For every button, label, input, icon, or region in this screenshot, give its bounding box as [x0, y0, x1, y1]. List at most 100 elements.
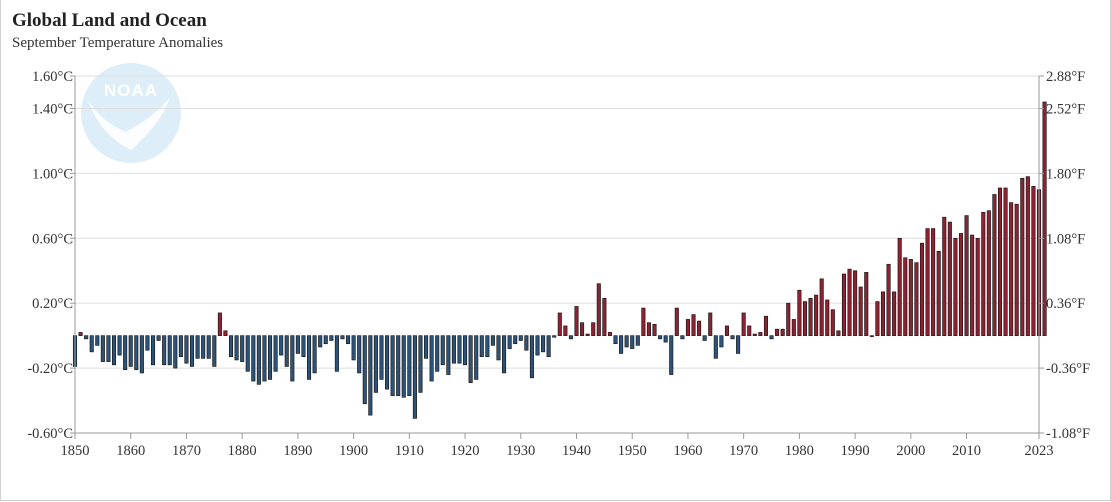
bar-1934[interactable] — [541, 335, 546, 353]
bar-1852[interactable] — [84, 335, 89, 340]
bar-1936[interactable] — [552, 335, 557, 338]
bar-1979[interactable] — [791, 319, 796, 336]
bar-1859[interactable] — [123, 335, 128, 371]
bar-1962[interactable] — [697, 320, 702, 336]
bar-1860[interactable] — [128, 335, 133, 367]
bar-1858[interactable] — [117, 335, 122, 356]
bar-1867[interactable] — [167, 335, 172, 366]
bar-1878[interactable] — [228, 335, 234, 358]
bar-2006[interactable] — [942, 216, 947, 336]
bar-1994[interactable] — [875, 301, 880, 336]
bar-1888[interactable] — [284, 335, 289, 367]
bar-1932[interactable] — [529, 335, 534, 379]
bar-1990[interactable] — [853, 270, 858, 336]
bar-1862[interactable] — [139, 335, 144, 374]
bar-1955[interactable] — [658, 335, 663, 340]
bar-1992[interactable] — [864, 272, 869, 336]
bar-1882[interactable] — [251, 335, 256, 382]
bar-1951[interactable] — [635, 335, 640, 346]
bar-1889[interactable] — [290, 335, 295, 382]
bar-1971[interactable] — [747, 325, 752, 336]
bar-1923[interactable] — [479, 335, 484, 358]
bar-2022[interactable] — [1031, 186, 1036, 336]
bar-2018[interactable] — [1009, 202, 1014, 336]
bar-1931[interactable] — [524, 335, 529, 351]
bar-1968[interactable] — [730, 335, 735, 340]
bar-2021[interactable] — [1025, 176, 1030, 336]
bar-1952[interactable] — [641, 307, 646, 336]
bar-1863[interactable] — [145, 335, 150, 351]
bar-1937[interactable] — [557, 312, 562, 336]
bar-1993[interactable] — [869, 335, 874, 337]
bar-1935[interactable] — [546, 335, 551, 358]
bar-1921[interactable] — [468, 335, 473, 383]
bar-1910[interactable] — [407, 335, 412, 396]
bar-2000[interactable] — [908, 259, 913, 336]
bar-1891[interactable] — [301, 335, 306, 358]
bar-1898[interactable] — [340, 335, 345, 340]
bar-1912[interactable] — [418, 335, 423, 393]
bar-1901[interactable] — [357, 335, 362, 374]
bar-2024[interactable] — [1042, 101, 1047, 336]
bar-2005[interactable] — [936, 250, 941, 336]
bar-1944[interactable] — [596, 283, 601, 336]
bar-1905[interactable] — [379, 335, 384, 380]
bar-1960[interactable] — [685, 319, 690, 336]
bar-1959[interactable] — [680, 335, 685, 340]
bar-2016[interactable] — [997, 187, 1003, 336]
bar-2001[interactable] — [914, 262, 919, 336]
bar-1870[interactable] — [184, 335, 189, 364]
bar-1914[interactable] — [429, 335, 434, 382]
bar-1903[interactable] — [368, 335, 373, 416]
bar-1948[interactable] — [619, 335, 624, 354]
bar-1895[interactable] — [323, 335, 328, 345]
bar-2017[interactable] — [1003, 187, 1008, 336]
bar-1920[interactable] — [463, 335, 468, 366]
bar-1973[interactable] — [758, 332, 763, 336]
bar-1871[interactable] — [189, 335, 195, 367]
bar-1883[interactable] — [256, 335, 261, 385]
bar-1857[interactable] — [111, 335, 117, 366]
bar-1991[interactable] — [858, 286, 863, 336]
bar-1970[interactable] — [741, 312, 746, 336]
bar-1965[interactable] — [713, 335, 718, 359]
bar-1869[interactable] — [178, 335, 183, 358]
bar-1942[interactable] — [585, 333, 590, 336]
bar-1976[interactable] — [775, 328, 780, 336]
bar-1963[interactable] — [702, 335, 707, 341]
bar-1909[interactable] — [401, 335, 406, 398]
bar-1980[interactable] — [797, 289, 802, 336]
bar-1928[interactable] — [507, 335, 512, 349]
bar-1854[interactable] — [95, 335, 100, 346]
bar-1956[interactable] — [663, 335, 668, 343]
bar-1897[interactable] — [334, 335, 339, 372]
bar-1997[interactable] — [892, 291, 897, 336]
bar-1961[interactable] — [691, 314, 696, 336]
bar-1877[interactable] — [223, 330, 228, 336]
bar-1896[interactable] — [329, 335, 334, 341]
bar-1986[interactable] — [830, 309, 835, 336]
bar-1940[interactable] — [574, 306, 579, 336]
bar-1998[interactable] — [897, 237, 902, 336]
bar-1894[interactable] — [318, 335, 323, 348]
bar-2002[interactable] — [919, 242, 925, 336]
bar-1987[interactable] — [836, 330, 841, 336]
bar-1984[interactable] — [819, 278, 824, 336]
bar-1917[interactable] — [446, 335, 451, 375]
bar-1969[interactable] — [736, 335, 741, 354]
bar-1865[interactable] — [156, 335, 161, 341]
bar-1939[interactable] — [568, 335, 573, 340]
bar-1851[interactable] — [78, 332, 83, 336]
bar-1964[interactable] — [708, 312, 713, 336]
bar-1949[interactable] — [624, 335, 629, 348]
bar-1864[interactable] — [150, 335, 156, 366]
bar-1985[interactable] — [825, 299, 830, 336]
bar-2003[interactable] — [925, 228, 930, 336]
bar-2007[interactable] — [947, 221, 952, 336]
bar-1930[interactable] — [518, 335, 523, 341]
bar-1981[interactable] — [802, 301, 807, 336]
bar-1913[interactable] — [424, 335, 429, 359]
bar-1874[interactable] — [206, 335, 211, 359]
bar-1900[interactable] — [351, 335, 356, 361]
bar-1866[interactable] — [162, 335, 167, 366]
